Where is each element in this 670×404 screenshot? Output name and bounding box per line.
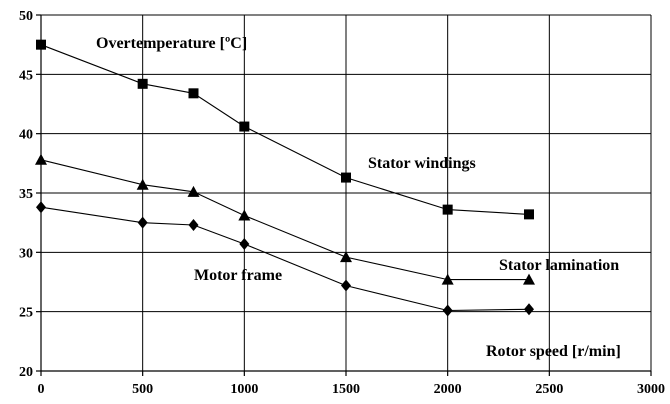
square-marker-stator-windings [341, 172, 351, 183]
diamond-marker-motor-frame [442, 304, 453, 317]
triangle-marker-stator-lamination [136, 178, 149, 190]
x-tick-label: 1500 [332, 382, 360, 397]
x-axis-label: Rotor speed [r/min] [486, 343, 621, 360]
diamond-marker-motor-frame [239, 238, 250, 251]
square-marker-stator-windings [188, 88, 199, 99]
triangle-marker-stator-lamination [523, 273, 535, 285]
y-tick-label: 45 [19, 68, 33, 83]
series [35, 39, 535, 317]
triangle-marker-stator-lamination [340, 251, 352, 263]
square-marker-stator-windings [239, 121, 250, 132]
axes [36, 14, 652, 376]
x-tick-label: 1000 [230, 382, 258, 397]
series-label-stator-windings: Stator windings [368, 155, 476, 172]
square-marker-stator-windings [442, 204, 453, 215]
tick-labels: 0 500 1000 1500 2000 2500 3000 20 25 30 35 40 45 50 [19, 9, 665, 397]
y-tick-label: 50 [19, 9, 33, 24]
y-axis-label: Overtemperature [ºC] [96, 35, 247, 52]
square-marker-stator-windings [36, 39, 46, 50]
diamond-marker-motor-frame [36, 201, 46, 214]
y-tick-label: 30 [19, 246, 33, 261]
diamond-marker-motor-frame [524, 303, 534, 316]
series-line-stator-lamination [40, 159, 529, 281]
diamond-marker-motor-frame [188, 219, 199, 232]
series-label-stator-lamination: Stator lamination [499, 257, 619, 274]
x-tick-label: 0 [38, 382, 45, 397]
series-label-motor-frame: Motor frame [194, 267, 282, 284]
diamond-marker-motor-frame [137, 216, 148, 229]
triangle-marker-stator-lamination [35, 153, 47, 165]
x-tick-label: 500 [132, 382, 153, 397]
square-marker-stator-windings [524, 209, 534, 220]
triangle-marker-stator-lamination [238, 209, 251, 221]
diamond-marker-motor-frame [341, 279, 351, 292]
grid [41, 14, 652, 371]
series-line-motor-frame [40, 206, 530, 312]
square-marker-stator-windings [137, 78, 148, 89]
x-tick-label: 3000 [637, 382, 665, 397]
triangle-marker-stator-lamination [187, 185, 200, 197]
y-tick-label: 35 [19, 187, 33, 202]
y-tick-label: 20 [19, 365, 33, 380]
series-line-stator-windings [40, 44, 530, 215]
x-tick-label: 2500 [535, 382, 563, 397]
y-tick-label: 25 [19, 306, 33, 321]
x-tick-label: 2000 [434, 382, 462, 397]
triangle-marker-stator-lamination [441, 273, 454, 285]
y-tick-label: 40 [19, 128, 33, 143]
